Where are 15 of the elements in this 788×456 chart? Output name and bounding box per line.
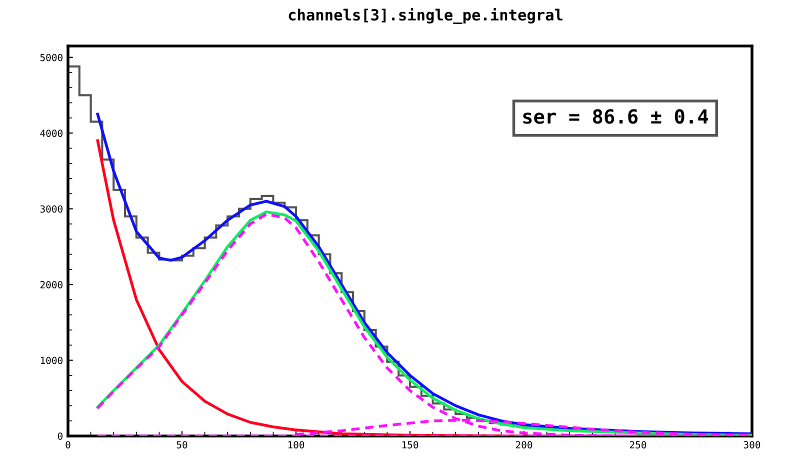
y-tick-label: 3000 bbox=[40, 205, 63, 213]
x-tick-label: 200 bbox=[516, 441, 532, 448]
y-tick-label: 1000 bbox=[40, 356, 63, 364]
chart-title: channels[3].single_pe.integral bbox=[288, 8, 562, 24]
x-tick-label: 250 bbox=[630, 441, 646, 448]
y-tick-label: 5000 bbox=[40, 54, 63, 62]
x-tick-label: 100 bbox=[288, 441, 304, 448]
y-tick-label: 2000 bbox=[40, 281, 63, 288]
y-tick-label: 0 bbox=[58, 432, 63, 440]
x-tick-label: 50 bbox=[176, 441, 188, 448]
annotation: ser = 86.6 ± 0.4 bbox=[523, 109, 708, 124]
x-tick-label: 150 bbox=[402, 441, 418, 448]
x-tick-label: 300 bbox=[744, 441, 760, 448]
x-tick-label: 0 bbox=[66, 441, 70, 448]
y-tick-label: 4000 bbox=[40, 130, 63, 137]
